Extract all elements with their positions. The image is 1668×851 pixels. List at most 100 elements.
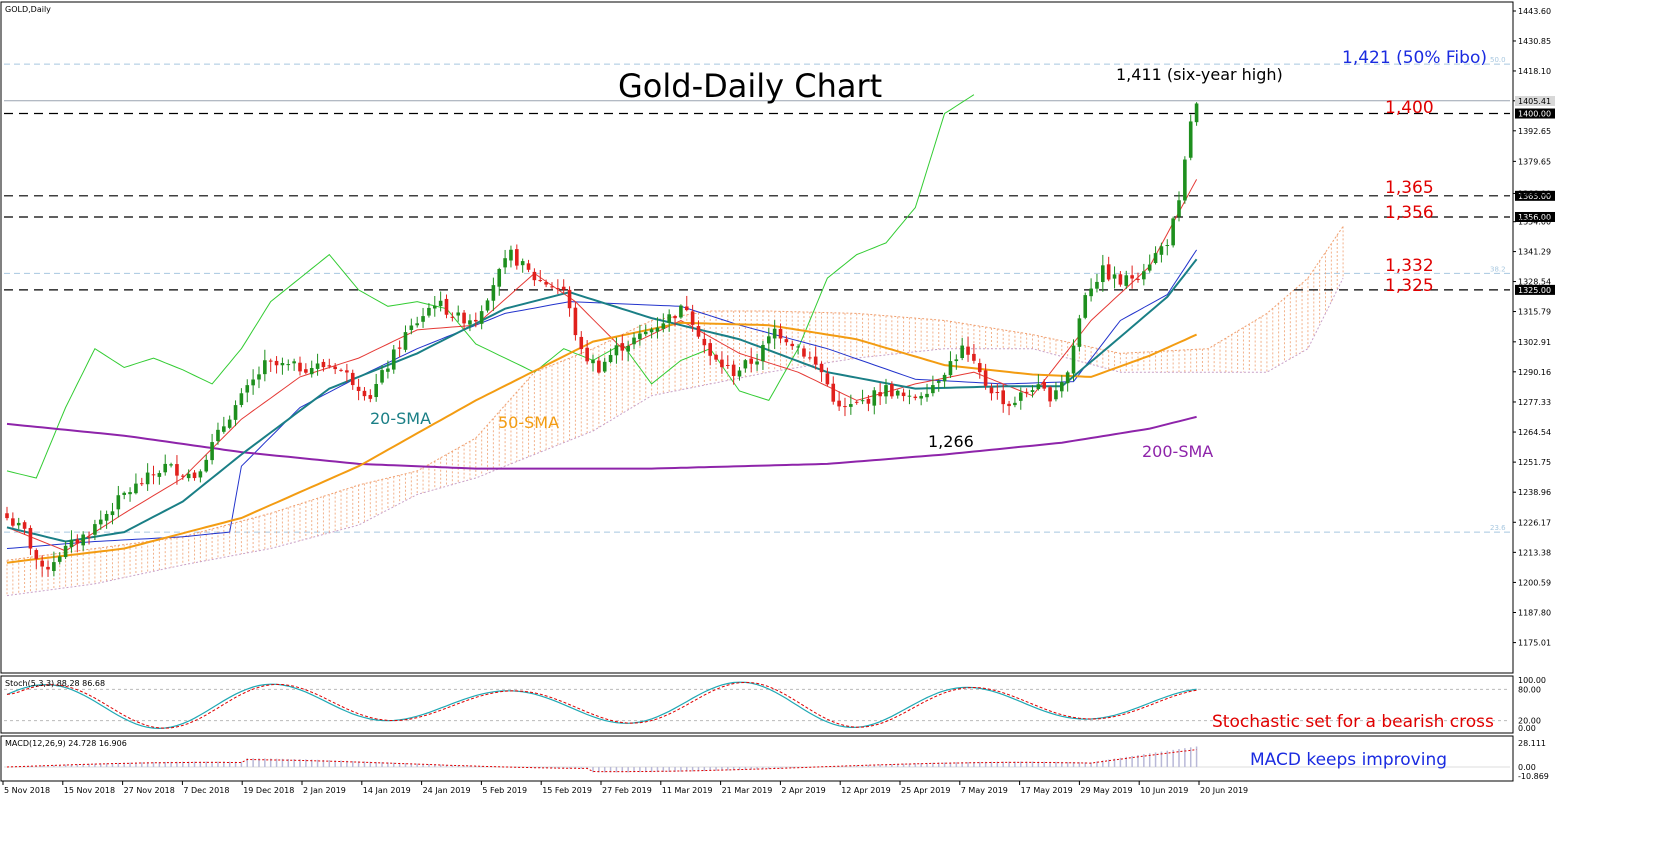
- candle-body: [251, 379, 255, 386]
- candle-body: [913, 396, 918, 399]
- y-tick-label: 1315.79: [1518, 308, 1551, 317]
- candle-body: [69, 539, 74, 548]
- candle-body: [81, 534, 85, 546]
- stoch-main-line: [6, 681, 1197, 730]
- candle-body: [1007, 403, 1011, 407]
- candle-body: [345, 370, 349, 373]
- candle-body: [743, 360, 748, 369]
- candle-body: [649, 329, 654, 333]
- candle-body: [608, 354, 613, 363]
- level-tag: [1515, 211, 1555, 222]
- candle-body: [239, 393, 244, 405]
- candle-body: [5, 513, 9, 519]
- chart-title: Gold-Daily Chart: [618, 67, 882, 105]
- candle-body: [544, 282, 548, 285]
- candle-body: [1194, 103, 1199, 123]
- candle-body: [356, 386, 361, 392]
- x-tick-label: 25 Apr 2019: [901, 786, 950, 795]
- candle-body: [98, 519, 103, 525]
- x-tick-label: 7 Dec 2018: [183, 786, 229, 795]
- level-1365-label: 1,365: [1385, 178, 1434, 198]
- candle-body: [87, 536, 91, 538]
- candle-body: [374, 384, 378, 398]
- candle-body: [304, 369, 308, 373]
- candle-body: [720, 359, 724, 368]
- candle-body: [1042, 381, 1047, 389]
- level-tag-text: 1400.00: [1518, 110, 1551, 119]
- candle-body: [626, 345, 630, 352]
- y-tick-label: 1302.91: [1518, 338, 1551, 347]
- candle-body: [1106, 264, 1111, 280]
- level-tag-text: 1365.00: [1518, 192, 1551, 201]
- candle-body: [139, 483, 144, 485]
- candle-body: [538, 280, 543, 282]
- candle-body: [34, 550, 39, 559]
- x-tick-label: 14 Jan 2019: [363, 786, 411, 795]
- candle-body: [1112, 274, 1117, 279]
- candle-body: [444, 298, 449, 315]
- candle-body: [274, 360, 279, 366]
- candle-body: [438, 300, 443, 307]
- candle-body: [895, 390, 900, 396]
- candle-body: [175, 464, 179, 476]
- candle-body: [790, 343, 795, 347]
- candle-body: [169, 464, 173, 466]
- candle-body: [403, 332, 408, 350]
- x-tick-label: 17 May 2019: [1021, 786, 1073, 795]
- candle-body: [872, 390, 877, 406]
- y-tick-label: 1226.17: [1518, 518, 1551, 527]
- candle-body: [972, 353, 976, 361]
- candle-body: [983, 370, 988, 386]
- candle-body: [450, 316, 455, 318]
- candle-body: [597, 360, 601, 373]
- candle-body: [708, 343, 712, 356]
- candle-body: [339, 369, 343, 371]
- candle-body: [778, 328, 783, 339]
- candle-body: [491, 285, 496, 301]
- macd-tick-label: 28.111: [1518, 739, 1546, 748]
- y-tick-label: 1290.16: [1518, 368, 1551, 377]
- candle-body: [327, 365, 332, 367]
- candle-body: [145, 472, 150, 485]
- level-tag-text: 1356.00: [1518, 213, 1551, 222]
- candle-body: [456, 312, 461, 316]
- x-tick-label: 10 Jun 2019: [1140, 786, 1188, 795]
- candle-body: [1060, 382, 1064, 392]
- fibo-tag: 38.2: [1490, 265, 1506, 273]
- candle-body: [526, 263, 531, 270]
- y-tick-label: 1430.85: [1518, 37, 1551, 46]
- candle-body: [16, 522, 21, 526]
- y-tick-label: 1418.10: [1518, 67, 1551, 76]
- candle-body: [989, 387, 994, 394]
- candle-body: [878, 392, 882, 397]
- candle-body: [1054, 390, 1058, 400]
- candle-body: [954, 359, 959, 362]
- candle-body: [233, 405, 238, 420]
- x-tick-label: 5 Nov 2018: [4, 786, 50, 795]
- candle-body: [485, 300, 490, 311]
- candle-body: [257, 374, 261, 380]
- candle-body: [1171, 218, 1175, 246]
- candle-body: [227, 419, 232, 428]
- chikou-line: [6, 94, 975, 479]
- candle-body: [1130, 275, 1134, 279]
- y-tick-label: 1341.29: [1518, 248, 1551, 257]
- candle-body: [462, 312, 466, 324]
- candle-body: [679, 305, 683, 318]
- y-tick-label: 1443.60: [1518, 7, 1551, 16]
- candle-body: [942, 374, 947, 382]
- candle-body: [854, 401, 859, 403]
- candle-body: [192, 472, 197, 479]
- candle-body: [122, 492, 126, 495]
- stoch-label: Stoch(5,3,3) 88.28 86.68: [5, 679, 105, 688]
- candle-body: [831, 383, 836, 402]
- x-tick-label: 21 Mar 2019: [722, 786, 773, 795]
- y-tick-label: 1238.96: [1518, 488, 1551, 497]
- main-price-pane: [0, 1, 1514, 674]
- candle-body: [515, 249, 519, 266]
- candle-body: [1183, 159, 1187, 201]
- low-1266-label: 1,266: [928, 432, 974, 451]
- candle-body: [298, 362, 302, 372]
- candle-body: [333, 366, 337, 370]
- candle-body: [819, 363, 824, 373]
